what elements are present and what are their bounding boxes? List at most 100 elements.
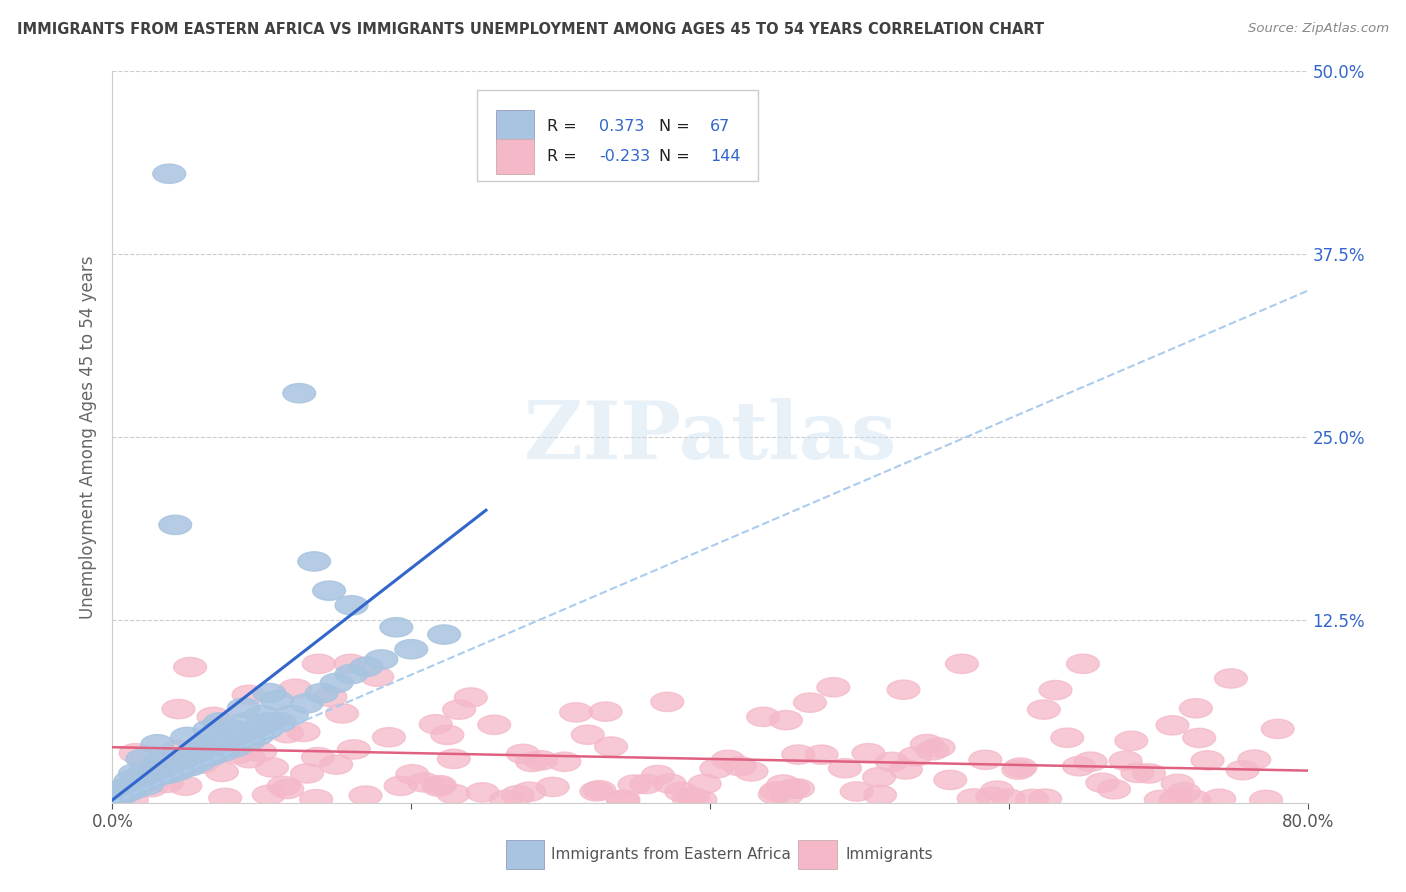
- Ellipse shape: [131, 775, 163, 795]
- Ellipse shape: [366, 649, 398, 669]
- Text: -0.233: -0.233: [599, 149, 650, 164]
- Ellipse shape: [302, 654, 335, 673]
- Ellipse shape: [114, 772, 146, 790]
- Ellipse shape: [1161, 774, 1194, 794]
- Ellipse shape: [298, 552, 330, 571]
- Ellipse shape: [890, 760, 922, 779]
- Ellipse shape: [1050, 728, 1084, 747]
- Ellipse shape: [524, 751, 557, 770]
- Ellipse shape: [700, 759, 733, 778]
- Ellipse shape: [581, 781, 613, 801]
- Ellipse shape: [290, 694, 323, 713]
- Ellipse shape: [271, 723, 304, 743]
- Ellipse shape: [589, 702, 621, 722]
- Ellipse shape: [1063, 756, 1095, 776]
- Ellipse shape: [806, 745, 838, 764]
- Ellipse shape: [782, 779, 814, 798]
- Ellipse shape: [153, 764, 186, 783]
- Text: N =: N =: [658, 149, 689, 164]
- Ellipse shape: [1039, 681, 1071, 699]
- Ellipse shape: [174, 657, 207, 677]
- Ellipse shape: [278, 679, 312, 698]
- Ellipse shape: [238, 720, 271, 739]
- Ellipse shape: [104, 787, 136, 806]
- Ellipse shape: [253, 713, 285, 732]
- Ellipse shape: [432, 725, 464, 745]
- Ellipse shape: [817, 678, 849, 697]
- Ellipse shape: [571, 725, 605, 745]
- Ellipse shape: [595, 737, 627, 756]
- Ellipse shape: [1074, 752, 1107, 772]
- Ellipse shape: [115, 790, 148, 810]
- Ellipse shape: [465, 783, 499, 802]
- Ellipse shape: [253, 683, 285, 703]
- Ellipse shape: [1156, 715, 1189, 735]
- Ellipse shape: [536, 777, 569, 797]
- Ellipse shape: [1182, 728, 1216, 747]
- Ellipse shape: [408, 772, 440, 792]
- Ellipse shape: [863, 767, 896, 787]
- Text: ZIPatlas: ZIPatlas: [524, 398, 896, 476]
- Ellipse shape: [194, 747, 228, 765]
- Ellipse shape: [179, 742, 211, 761]
- Ellipse shape: [134, 761, 166, 780]
- Ellipse shape: [186, 754, 218, 773]
- Text: R =: R =: [547, 149, 578, 164]
- Y-axis label: Unemployment Among Ages 45 to 54 years: Unemployment Among Ages 45 to 54 years: [79, 255, 97, 619]
- Ellipse shape: [513, 782, 546, 801]
- Ellipse shape: [1215, 669, 1247, 688]
- Ellipse shape: [256, 758, 288, 777]
- Ellipse shape: [153, 164, 186, 184]
- Ellipse shape: [246, 706, 278, 724]
- Ellipse shape: [231, 713, 263, 732]
- Ellipse shape: [782, 745, 814, 764]
- FancyBboxPatch shape: [496, 139, 534, 174]
- Ellipse shape: [215, 720, 249, 739]
- Ellipse shape: [361, 667, 394, 687]
- Ellipse shape: [654, 774, 686, 793]
- Ellipse shape: [1133, 764, 1166, 783]
- Ellipse shape: [1237, 750, 1271, 769]
- Ellipse shape: [208, 735, 240, 754]
- Ellipse shape: [1109, 751, 1142, 771]
- Ellipse shape: [1015, 789, 1049, 808]
- Ellipse shape: [917, 740, 949, 760]
- Ellipse shape: [135, 778, 167, 797]
- Ellipse shape: [299, 789, 333, 809]
- Ellipse shape: [148, 749, 181, 768]
- Ellipse shape: [384, 776, 418, 796]
- Ellipse shape: [651, 692, 683, 712]
- Ellipse shape: [197, 707, 231, 726]
- Ellipse shape: [174, 756, 207, 776]
- Ellipse shape: [841, 781, 873, 801]
- Ellipse shape: [793, 693, 827, 713]
- Ellipse shape: [1159, 790, 1192, 810]
- Ellipse shape: [243, 742, 277, 762]
- Ellipse shape: [1115, 731, 1147, 750]
- Ellipse shape: [607, 790, 640, 810]
- Ellipse shape: [489, 790, 522, 810]
- Ellipse shape: [159, 516, 191, 534]
- Ellipse shape: [1261, 719, 1294, 739]
- Ellipse shape: [170, 727, 204, 747]
- Ellipse shape: [162, 699, 195, 719]
- Ellipse shape: [1004, 758, 1036, 777]
- Ellipse shape: [350, 657, 382, 676]
- Text: Immigrants from Eastern Africa: Immigrants from Eastern Africa: [551, 847, 792, 862]
- Ellipse shape: [422, 777, 456, 797]
- Ellipse shape: [312, 581, 346, 600]
- Text: N =: N =: [658, 120, 689, 135]
- Ellipse shape: [122, 767, 156, 786]
- Ellipse shape: [1250, 790, 1282, 810]
- Ellipse shape: [723, 756, 756, 776]
- Ellipse shape: [969, 750, 1001, 770]
- Ellipse shape: [1168, 782, 1201, 802]
- Ellipse shape: [1226, 761, 1258, 780]
- Ellipse shape: [863, 785, 897, 805]
- Ellipse shape: [606, 790, 640, 810]
- Ellipse shape: [207, 742, 239, 761]
- Ellipse shape: [141, 767, 174, 786]
- Ellipse shape: [380, 617, 413, 637]
- Ellipse shape: [240, 726, 274, 745]
- FancyBboxPatch shape: [799, 840, 837, 870]
